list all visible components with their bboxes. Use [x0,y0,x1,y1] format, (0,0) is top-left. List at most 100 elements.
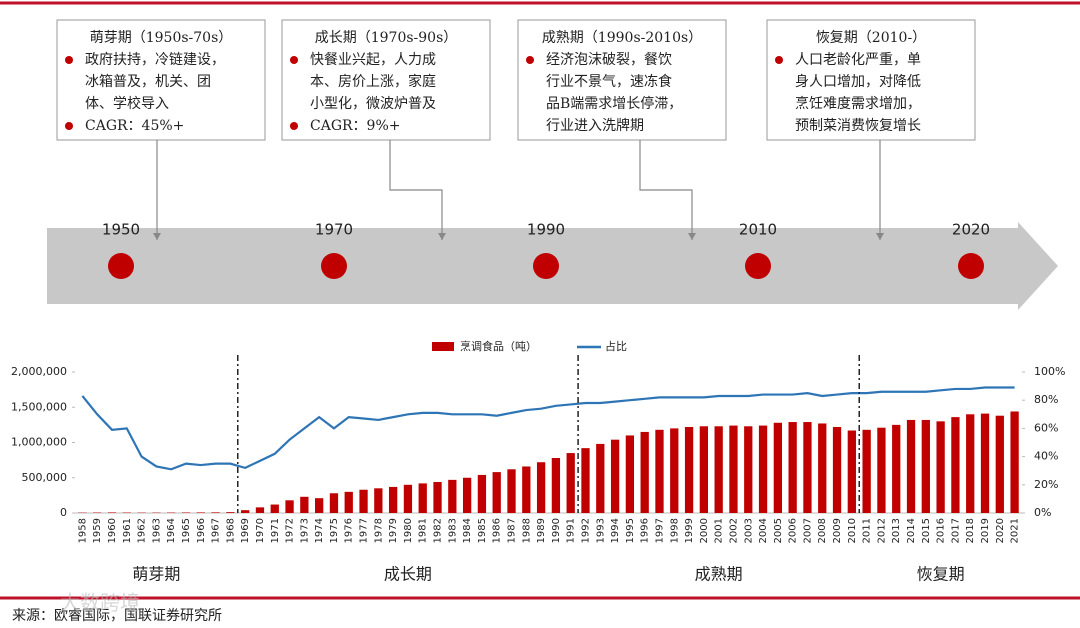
legend-label: 占比 [605,339,627,353]
y2-tick-label: 20% [1034,478,1058,491]
bar [581,448,590,513]
bar [344,491,353,513]
period-title: 萌芽期（1950s-70s） [90,30,233,46]
period-box [56,19,266,141]
x-tick-label: 1961 [122,518,133,543]
x-tick-label: 1967 [211,518,222,543]
x-tick-label: 1989 [536,518,547,543]
bar [892,424,901,513]
bar [462,477,472,513]
timeline-dot [321,253,347,279]
x-tick-label: 1980 [403,518,414,543]
x-tick-label: 2001 [714,518,725,543]
x-tick-label: 2015 [921,518,932,543]
bar [655,429,664,513]
bullet-text: 冰箱普及，机关、团 [85,74,211,90]
x-tick-label: 1990 [551,518,562,543]
x-tick-label: 2011 [862,518,873,543]
connector-head [876,233,884,240]
bar [818,423,827,513]
legend-swatch [432,342,454,351]
bullet-text: 本、房价上涨，家庭 [310,73,436,90]
x-tick-label: 1996 [640,518,651,543]
x-tick-label: 1999 [684,518,695,543]
bar [788,422,797,513]
x-tick-label: 1981 [418,518,429,543]
y-tick-label: 500,000 [22,471,68,484]
y-tick-label: 0 [60,506,67,519]
bar [699,426,709,513]
bar [714,426,723,513]
bar [388,486,398,513]
x-tick-label: 1970 [255,518,266,543]
bullet-dot [290,122,298,130]
bar [107,512,117,513]
x-tick-label: 1991 [566,518,577,543]
bar [255,507,265,513]
x-tick-label: 2009 [832,518,843,543]
bar [847,430,856,513]
y2-tick-label: 40% [1034,450,1058,463]
x-tick-label: 1969 [240,518,251,543]
bar [507,469,516,513]
period-box [517,19,727,141]
bullet-text: 快餐业兴起，人力成 [310,52,436,68]
bar [803,422,812,513]
bullet-dot [65,122,73,130]
bullet-text: 体、学校导入 [85,95,169,112]
bar [862,429,871,513]
x-tick-label: 2005 [773,518,784,543]
connector [389,140,443,240]
timeline-year: 1950 [102,221,140,239]
bullet-text: 预制菜消费恢复增长 [795,117,921,134]
bar [270,504,279,513]
x-tick-label: 1987 [507,518,518,543]
bar [877,427,886,513]
timeline-dot [958,253,984,279]
timeline-dot [108,253,134,279]
bar [966,414,975,513]
bar [374,488,383,513]
bar [196,512,205,513]
bar [359,489,368,513]
x-tick-label: 2002 [728,518,739,543]
bar [566,453,575,513]
x-tick-label: 1974 [314,518,325,543]
x-tick-label: 2000 [699,518,710,543]
x-tick-label: 1995 [625,518,636,543]
bullet-dot [775,56,783,64]
phase-label: 萌芽期 [132,565,180,584]
y-tick-label: 1,500,000 [11,400,67,413]
bar [315,498,324,513]
x-tick-label: 2007 [802,518,813,543]
bar [329,493,339,513]
x-tick-label: 2019 [980,518,991,543]
bar [610,439,620,513]
bullet-dot [290,56,298,64]
y-tick-label: 2,000,000 [11,365,67,378]
x-tick-label: 1978 [373,518,384,543]
watermark: 大数跨境 [60,591,140,615]
x-tick-label: 2012 [876,518,887,543]
bar [1010,411,1019,513]
x-tick-label: 2008 [817,518,828,543]
bullet-text: 政府扶持，冷链建设， [85,52,225,68]
bar [536,462,546,513]
x-tick-label: 1960 [107,518,118,543]
bar [477,474,487,513]
bar [492,472,501,513]
x-tick-label: 1985 [477,518,488,543]
bar [226,512,235,513]
bar [684,426,694,513]
x-tick-label: 1979 [388,518,399,543]
bullet-dot [65,56,73,64]
x-tick-label: 1988 [521,518,532,543]
x-tick-label: 1965 [181,518,192,543]
x-tick-label: 1966 [196,518,207,543]
bullet-text: 品B端需求增长停滞， [546,95,682,112]
x-tick-label: 2014 [906,518,917,543]
x-tick-label: 2018 [965,518,976,543]
x-tick-label: 1968 [225,518,236,543]
bar [921,419,930,513]
